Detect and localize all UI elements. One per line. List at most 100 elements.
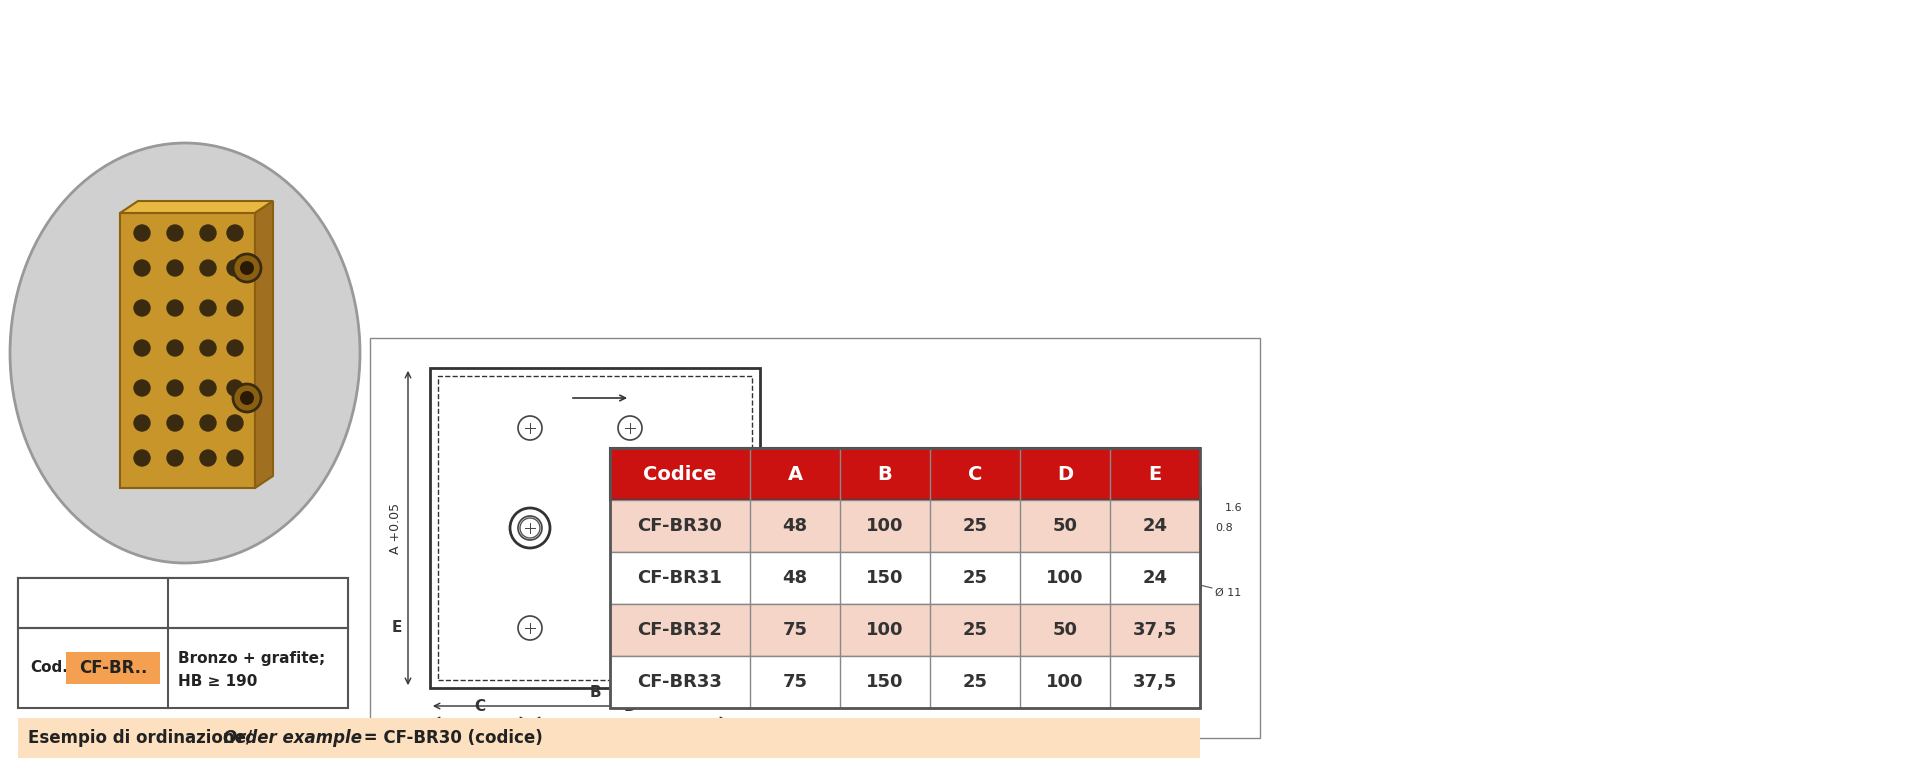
Text: 48: 48 xyxy=(783,517,808,535)
Circle shape xyxy=(200,260,215,276)
Text: 24: 24 xyxy=(1142,517,1167,535)
Text: 0.8: 0.8 xyxy=(1041,448,1058,458)
Circle shape xyxy=(167,340,182,356)
Circle shape xyxy=(227,415,244,431)
Text: Ø 17: Ø 17 xyxy=(1027,463,1054,473)
Circle shape xyxy=(134,380,150,396)
Text: 20 +0.05: 20 +0.05 xyxy=(795,512,804,564)
Text: 25: 25 xyxy=(962,621,987,639)
Text: D: D xyxy=(624,699,636,714)
Bar xyxy=(17,718,1200,758)
Text: 100: 100 xyxy=(1046,569,1083,587)
Circle shape xyxy=(227,300,244,316)
Text: 150: 150 xyxy=(866,569,904,587)
Text: B: B xyxy=(589,685,601,700)
Text: 0.8: 0.8 xyxy=(1215,523,1233,533)
Text: B: B xyxy=(877,465,893,484)
Circle shape xyxy=(240,261,253,275)
Text: Order example: Order example xyxy=(223,729,363,747)
Polygon shape xyxy=(119,213,255,488)
Circle shape xyxy=(134,450,150,466)
Text: C: C xyxy=(968,465,983,484)
Bar xyxy=(841,488,1200,588)
Text: R = 3.5: R = 3.5 xyxy=(770,663,812,673)
Circle shape xyxy=(200,415,215,431)
Circle shape xyxy=(134,415,150,431)
Text: Bronzo + grafite;: Bronzo + grafite; xyxy=(179,650,324,666)
Bar xyxy=(21,631,165,705)
Text: HB ≥ 190: HB ≥ 190 xyxy=(179,674,257,690)
Bar xyxy=(430,368,760,688)
Circle shape xyxy=(167,415,182,431)
Text: = CF-BR30 (codice): = CF-BR30 (codice) xyxy=(357,729,543,747)
Text: CF-BR31: CF-BR31 xyxy=(637,569,722,587)
Circle shape xyxy=(167,450,182,466)
Text: D: D xyxy=(1056,465,1073,484)
Circle shape xyxy=(200,450,215,466)
Text: 100: 100 xyxy=(1046,673,1083,691)
Text: R = 3.5: R = 3.5 xyxy=(935,458,977,468)
Ellipse shape xyxy=(10,143,361,563)
Text: A: A xyxy=(787,465,803,484)
Text: Codice: Codice xyxy=(61,594,125,612)
Text: Codice: Codice xyxy=(643,465,716,484)
Text: 50: 50 xyxy=(1052,621,1077,639)
Text: 1.6: 1.6 xyxy=(1225,503,1242,513)
Text: 24: 24 xyxy=(1142,569,1167,587)
Circle shape xyxy=(227,260,244,276)
Polygon shape xyxy=(119,201,273,213)
Circle shape xyxy=(134,225,150,241)
Circle shape xyxy=(167,225,182,241)
Text: CF-BR32: CF-BR32 xyxy=(637,621,722,639)
Circle shape xyxy=(200,300,215,316)
Circle shape xyxy=(167,260,182,276)
Circle shape xyxy=(232,254,261,282)
Text: 75: 75 xyxy=(783,673,808,691)
Text: 2 X 45°: 2 X 45° xyxy=(989,596,1031,606)
Text: R = 3.5: R = 3.5 xyxy=(835,458,877,468)
Bar xyxy=(611,448,1200,708)
Bar xyxy=(611,604,1200,656)
Text: 25: 25 xyxy=(962,673,987,691)
Circle shape xyxy=(200,340,215,356)
Text: 150: 150 xyxy=(866,673,904,691)
Circle shape xyxy=(200,380,215,396)
Circle shape xyxy=(227,340,244,356)
Text: CF-BR..: CF-BR.. xyxy=(79,659,148,677)
Text: CF-BR33: CF-BR33 xyxy=(637,673,722,691)
Bar xyxy=(438,376,753,680)
Text: A +0.05: A +0.05 xyxy=(390,502,401,554)
Circle shape xyxy=(134,260,150,276)
Circle shape xyxy=(232,384,261,412)
Bar xyxy=(611,500,1200,552)
Text: C: C xyxy=(474,699,486,714)
Bar xyxy=(611,552,1200,604)
Circle shape xyxy=(227,380,244,396)
Text: 25: 25 xyxy=(962,569,987,587)
Circle shape xyxy=(200,225,215,241)
Text: 3.2: 3.2 xyxy=(1012,586,1029,596)
Circle shape xyxy=(167,380,182,396)
Text: 37,5: 37,5 xyxy=(1133,673,1177,691)
Bar xyxy=(611,656,1200,708)
Circle shape xyxy=(240,391,253,405)
Circle shape xyxy=(134,300,150,316)
Text: 37,5: 37,5 xyxy=(1133,621,1177,639)
FancyBboxPatch shape xyxy=(65,652,159,684)
Text: Ø 11: Ø 11 xyxy=(1215,588,1240,598)
Text: 75: 75 xyxy=(783,621,808,639)
Circle shape xyxy=(227,225,244,241)
Text: 100: 100 xyxy=(866,517,904,535)
Circle shape xyxy=(134,340,150,356)
Circle shape xyxy=(167,300,182,316)
Text: CF-BR30: CF-BR30 xyxy=(637,517,722,535)
Text: 100: 100 xyxy=(866,621,904,639)
Text: 25: 25 xyxy=(962,517,987,535)
Text: 48: 48 xyxy=(783,569,808,587)
Bar xyxy=(17,578,348,708)
Bar xyxy=(611,448,1200,500)
Polygon shape xyxy=(255,201,273,488)
Text: E: E xyxy=(1148,465,1162,484)
Bar xyxy=(17,578,348,628)
Text: Cod.: Cod. xyxy=(31,660,67,676)
